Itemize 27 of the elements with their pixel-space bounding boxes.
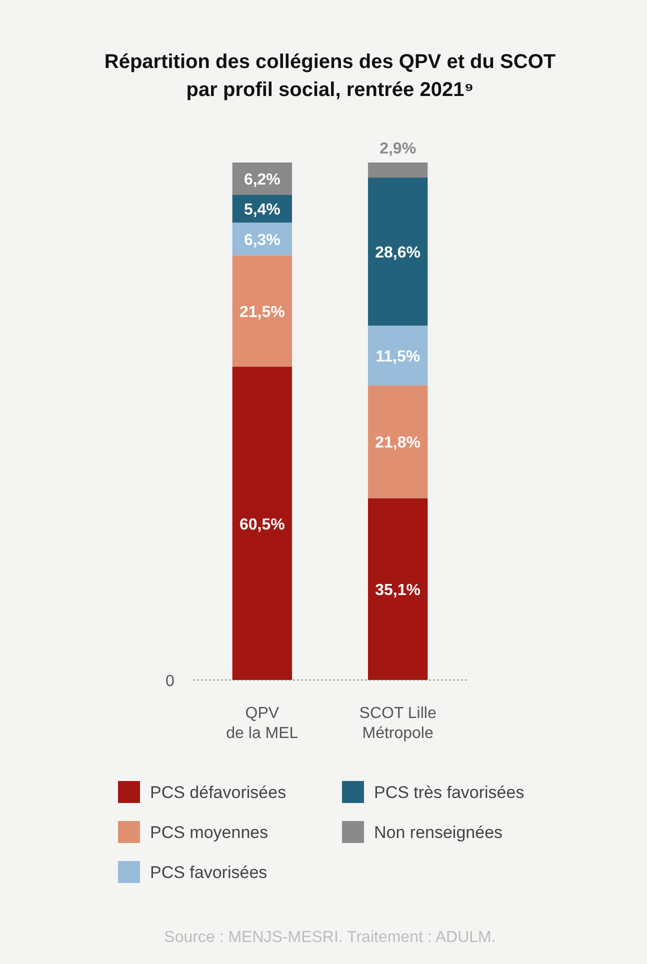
legend-label: PCS très favorisées <box>374 783 524 802</box>
bar <box>368 385 428 498</box>
x-tick-label: SCOT Lille Métropole <box>359 705 436 742</box>
text: 0 <box>166 673 175 690</box>
bar <box>232 366 292 680</box>
legend-label: PCS favorisées <box>150 863 268 882</box>
bar <box>368 498 428 680</box>
source-note: Source : MENJS-MESRI. Traitement : ADULM. <box>164 929 496 946</box>
bar <box>368 326 428 386</box>
legend-label: Non renseignées <box>374 823 503 842</box>
bar <box>232 255 292 367</box>
data-label: 60,5% <box>239 516 285 534</box>
data-label: 28,6% <box>375 244 421 262</box>
data-label: 6,2% <box>244 172 280 189</box>
data-label: 6,3% <box>244 232 280 249</box>
data-label: 2,9% <box>380 140 416 158</box>
data-label: 5,4% <box>244 202 280 219</box>
legend-label: PCS défavorisées <box>150 783 286 802</box>
data-label: 11,5% <box>376 348 420 366</box>
x-tick-label: QPV de la MEL <box>226 705 298 742</box>
bar <box>368 178 428 326</box>
data-label: 21,5% <box>239 304 285 321</box>
data-label: 35,1% <box>375 582 421 600</box>
bar <box>368 162 428 178</box>
legend-label: PCS moyennes <box>150 823 268 842</box>
chart-title: Répartition des collégiens des QPV et du SCOT par profil social, rentrée 2021⁹ <box>104 51 556 101</box>
data-label: 21,8% <box>375 434 421 452</box>
